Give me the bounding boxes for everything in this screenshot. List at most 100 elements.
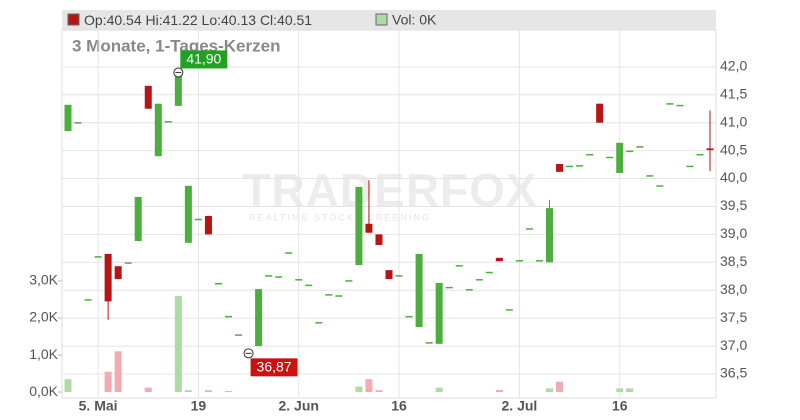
x-tick-label: 16 (612, 398, 628, 414)
candle-body (415, 253, 423, 328)
legend-swatch (67, 13, 80, 26)
candle-body (425, 342, 433, 344)
y-tick-label: 41,0 (720, 113, 747, 129)
extreme-label: 41,90 (186, 51, 221, 67)
volume-bar (626, 388, 634, 393)
legend-low: Lo:40.13 (202, 12, 257, 28)
candle-body (345, 280, 353, 282)
candle-body (114, 266, 122, 280)
candle-body (556, 164, 564, 172)
candle-body (636, 146, 644, 148)
x-tick-label: 19 (191, 398, 207, 414)
candle-body (295, 279, 303, 281)
legend-open: Op:40.54 (84, 12, 142, 28)
volume-bar (616, 388, 624, 393)
legend-ohlc: Op:40.54 Hi:41.22 Lo:40.13 Cl:40.51 (84, 12, 312, 28)
x-tick-label: 2. Jun (278, 398, 318, 414)
volume-bar (495, 389, 503, 393)
candle-body (656, 185, 664, 187)
candle-body (214, 282, 222, 285)
candle-body (164, 121, 172, 123)
legend-close: Cl:40.51 (260, 12, 312, 28)
candle-body (616, 142, 624, 173)
candle-body (405, 315, 413, 318)
candle-body (64, 104, 72, 132)
candle-body (676, 104, 684, 107)
candle-body (174, 72, 182, 106)
watermark-tagline: REALTIME STOCK SCREENING (249, 212, 431, 222)
extreme-label: 36,87 (257, 359, 292, 375)
legend-high: Hi:41.22 (146, 12, 198, 28)
legend-swatch (375, 13, 388, 26)
candle-body (305, 284, 313, 287)
extreme-label-box (250, 358, 298, 377)
candle-body (184, 185, 192, 243)
candle-body (365, 223, 373, 233)
candle-body (435, 282, 443, 344)
candle-body (465, 289, 473, 291)
volume-bar (225, 390, 232, 393)
volume-bar (556, 381, 564, 393)
y-tick-label: 40,0 (720, 169, 747, 185)
volume-bar (184, 390, 192, 393)
candle-body (696, 153, 704, 156)
candle-body (315, 322, 323, 324)
candle-body (255, 289, 263, 347)
candle-body (204, 215, 212, 235)
candle-body (596, 103, 604, 123)
y-tick-label: 39,0 (720, 225, 747, 241)
y-tick-label: 36,5 (720, 365, 747, 381)
volume-bar (64, 379, 72, 393)
candle-body (666, 103, 674, 105)
candle-body (515, 260, 523, 262)
y-tick-label: 39,5 (720, 197, 747, 213)
candle-body (505, 309, 513, 311)
candle-body (144, 85, 152, 109)
candle-body (265, 275, 273, 277)
volume-bar (144, 387, 152, 393)
volume-bar (355, 386, 363, 393)
candle-body (546, 208, 553, 263)
x-tick-label: 2. Jul (502, 398, 538, 414)
volume-bar (365, 379, 373, 393)
candle-body (124, 262, 132, 264)
candle-body (74, 122, 82, 124)
candle-body (706, 148, 714, 151)
candle-body (686, 165, 694, 168)
y-tick-label: 38,0 (720, 281, 747, 297)
candle-body (646, 175, 654, 177)
candle-body (445, 286, 453, 289)
candle-body (385, 270, 393, 280)
x-tick-label: 5. Mai (79, 398, 118, 414)
candle-body (194, 218, 202, 221)
y-tick-label: 42,0 (720, 58, 747, 74)
volume-bar (435, 387, 443, 393)
candle-body (355, 186, 363, 266)
candle-body (235, 334, 243, 336)
candle-body (395, 275, 403, 277)
candle-body (626, 150, 634, 153)
y2-tick-label: 1,0K (29, 346, 58, 362)
volume-bar (174, 295, 182, 393)
y-tick-label: 38,5 (720, 253, 747, 269)
candle-body (495, 257, 503, 262)
candle-body (325, 294, 333, 296)
candle-body (455, 265, 463, 267)
candle-body (586, 153, 594, 156)
candle-body (375, 234, 383, 245)
candle-body (535, 260, 543, 262)
plot-border (61, 29, 717, 399)
candle-body (134, 196, 142, 242)
y2-tick-label: 2,0K (29, 309, 58, 325)
candle-body (94, 256, 102, 258)
candle-body (576, 165, 584, 167)
candle-body (154, 103, 162, 157)
candle-body (485, 271, 493, 274)
y2-tick-label: 3,0K (29, 272, 58, 288)
watermark: TRADERFOX (242, 164, 537, 216)
candle-body (335, 295, 343, 297)
legend-volume: Vol: 0K (392, 12, 437, 28)
candle-body (285, 252, 293, 254)
candle-body (225, 315, 232, 318)
